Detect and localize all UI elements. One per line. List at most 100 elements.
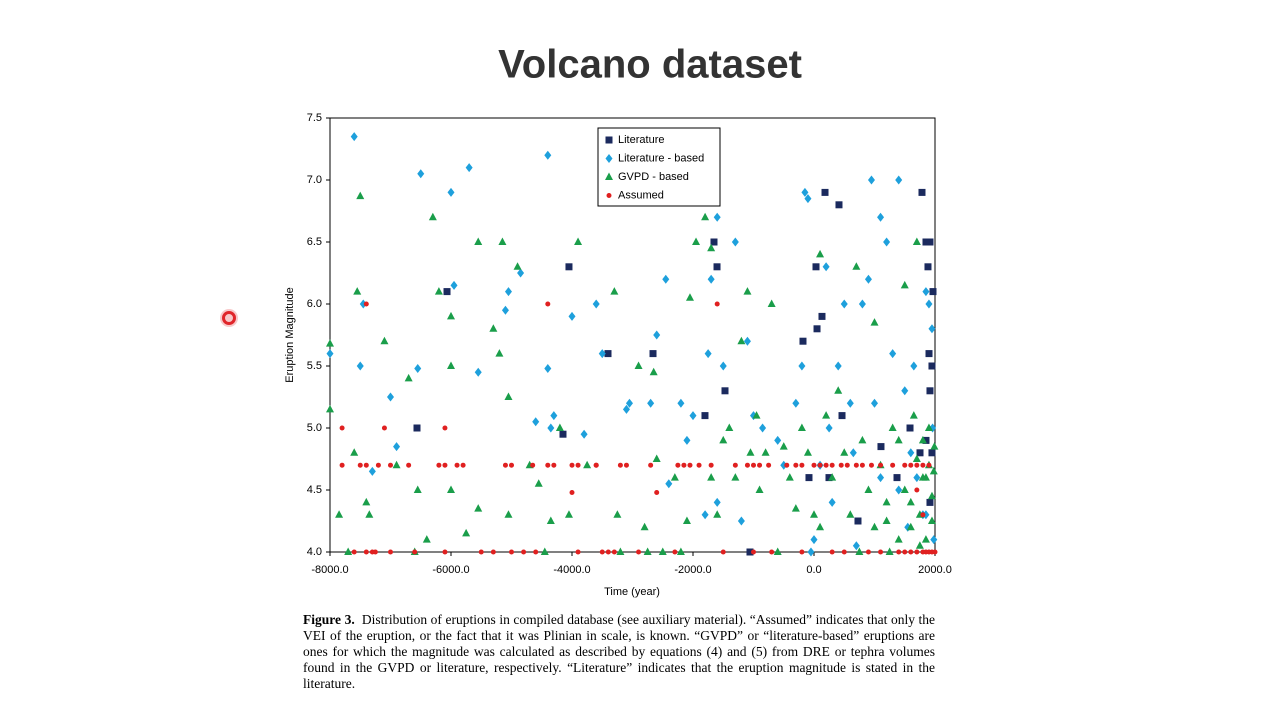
legend-label: Literature: [618, 134, 664, 146]
data-point: [774, 435, 782, 445]
data-point: [547, 423, 555, 433]
data-point: [725, 423, 734, 431]
data-point: [761, 448, 770, 456]
data-point: [498, 237, 507, 245]
data-point: [896, 549, 902, 555]
data-point: [918, 435, 927, 444]
data-point: [878, 462, 884, 468]
data-point: [877, 443, 885, 451]
data-point: [450, 280, 458, 290]
data-point: [731, 473, 740, 481]
x-tick-label: -2000.0: [674, 564, 711, 576]
data-point: [648, 462, 654, 468]
data-point: [335, 510, 344, 518]
data-point: [888, 423, 897, 431]
data-point: [855, 547, 864, 555]
data-point: [442, 549, 448, 555]
data-point: [908, 462, 914, 468]
data-point: [821, 188, 829, 196]
data-point: [599, 549, 605, 555]
data-point: [649, 350, 657, 358]
caption-text: Distribution of eruptions in compiled da…: [303, 612, 936, 691]
data-point: [924, 263, 932, 271]
data-point: [838, 462, 844, 468]
data-point: [924, 423, 933, 431]
data-point: [530, 462, 536, 468]
data-point: [504, 287, 512, 297]
data-point: [928, 449, 936, 457]
data-point: [707, 243, 716, 252]
data-point: [902, 462, 908, 468]
data-point: [816, 249, 825, 258]
data-point: [900, 485, 909, 493]
data-point: [532, 417, 540, 427]
data-point: [870, 522, 879, 531]
data-point: [868, 462, 874, 468]
data-point: [797, 423, 806, 431]
data-point: [810, 535, 818, 545]
data-point: [521, 549, 527, 555]
data-point: [412, 549, 418, 555]
data-point: [574, 237, 583, 245]
data-point: [769, 549, 775, 555]
data-point: [713, 263, 721, 271]
data-point: [713, 212, 721, 222]
data-point: [805, 474, 813, 482]
slide-title: Volcano dataset: [498, 43, 802, 87]
data-point: [822, 411, 831, 419]
data-point: [326, 404, 334, 413]
data-point: [575, 549, 581, 555]
data-point: [870, 318, 879, 326]
data-point: [647, 398, 655, 408]
data-point: [921, 473, 930, 481]
data-point: [834, 361, 842, 371]
x-tick-label: 0.0: [806, 564, 821, 576]
data-point: [616, 547, 625, 555]
data-point: [356, 361, 364, 371]
data-point: [388, 549, 393, 555]
data-point: [913, 473, 921, 483]
data-point: [654, 489, 660, 495]
data-point: [365, 510, 374, 518]
data-point: [822, 262, 830, 272]
data-point: [927, 491, 936, 500]
data-point: [363, 549, 369, 555]
data-point: [513, 262, 522, 270]
data-point: [565, 263, 573, 271]
data-point: [743, 336, 751, 346]
data-point: [569, 489, 575, 495]
data-point: [864, 274, 872, 284]
data-point: [929, 466, 938, 475]
data-point: [474, 237, 483, 245]
data-point: [852, 262, 861, 270]
data-point: [559, 430, 567, 438]
data-point: [422, 535, 431, 543]
data-point: [460, 462, 466, 468]
data-point: [339, 462, 345, 468]
data-point: [816, 522, 825, 531]
data-point: [611, 549, 617, 555]
data-point: [912, 237, 921, 245]
data-point: [813, 325, 821, 333]
data-point: [901, 386, 909, 396]
data-point: [914, 487, 920, 493]
data-point: [773, 547, 782, 555]
data-point: [501, 305, 509, 315]
legend-label: Assumed: [618, 189, 664, 201]
data-point: [922, 287, 930, 297]
data-point: [885, 547, 894, 555]
x-tick-label: -4000.0: [553, 564, 590, 576]
data-point: [474, 367, 482, 377]
data-point: [682, 516, 691, 524]
data-point: [834, 386, 843, 394]
data-point: [672, 549, 678, 555]
y-tick-label: 5.0: [307, 422, 322, 434]
data-point: [737, 336, 746, 345]
data-point: [859, 462, 865, 468]
data-point: [864, 485, 873, 493]
data-point: [550, 411, 558, 421]
data-point: [865, 549, 871, 555]
data-point: [502, 462, 508, 468]
data-point: [799, 462, 805, 468]
